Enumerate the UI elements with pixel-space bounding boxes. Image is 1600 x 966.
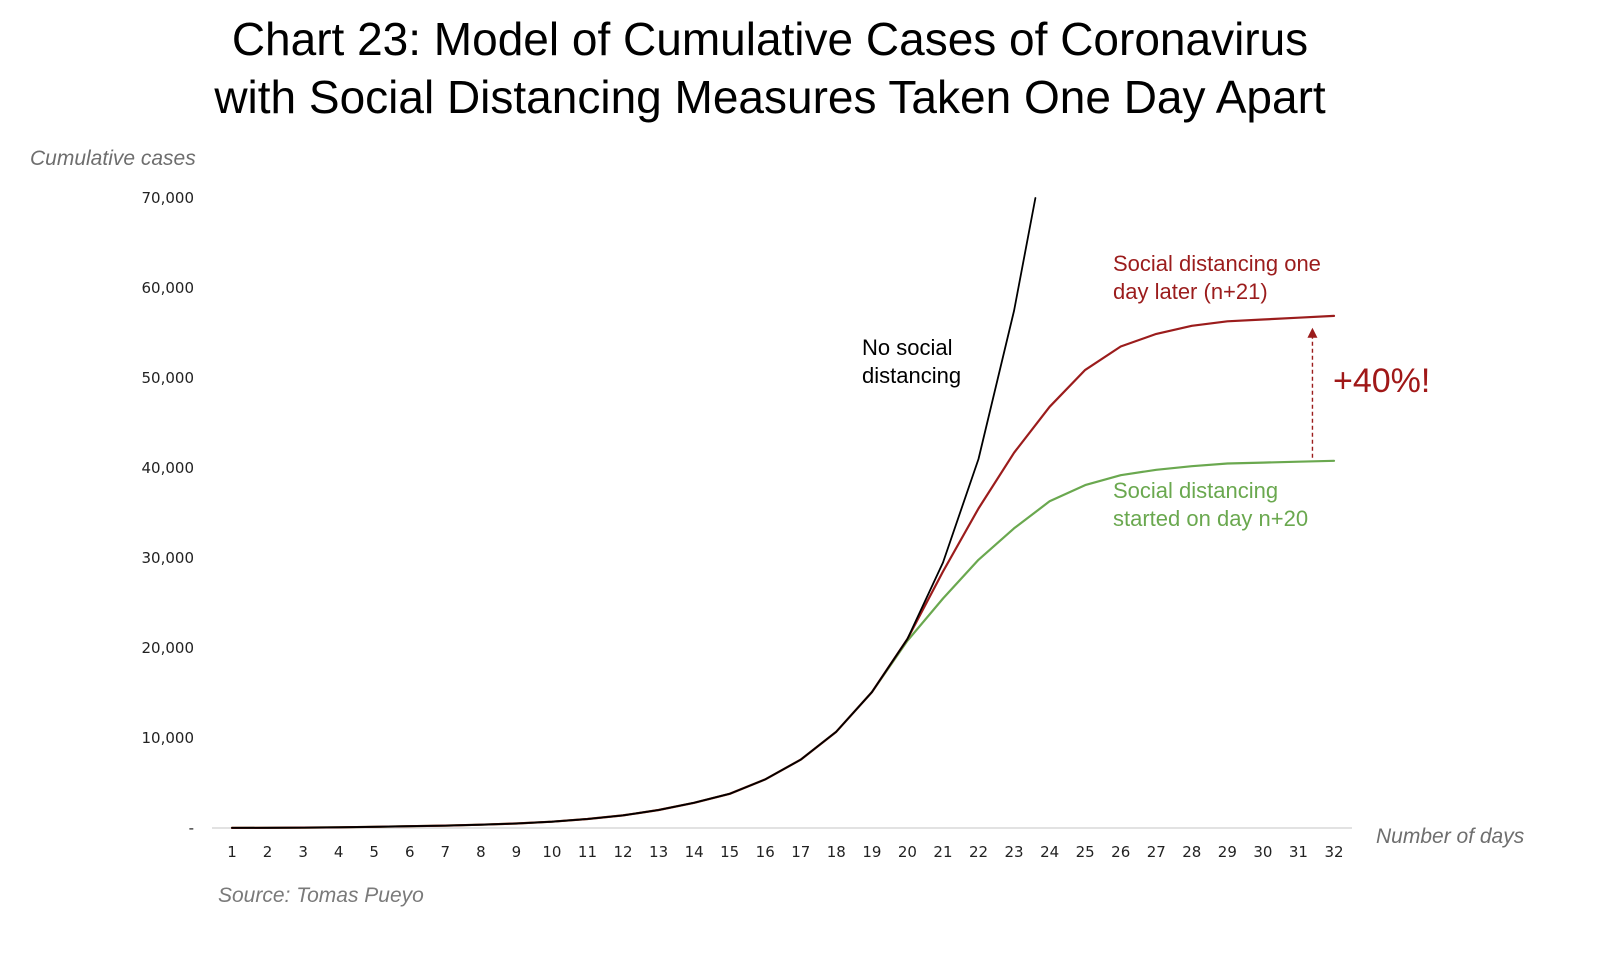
chart-title-line-1: Chart 23: Model of Cumulative Cases of C… [231, 13, 1309, 65]
series-lines [230, 197, 1336, 829]
series-line-one-day-later [230, 314, 1336, 829]
annotation-no-social-distancing-line-2: distancing [862, 363, 962, 388]
annotation-no-social-distancing: No social distancing [862, 334, 961, 390]
annotation-started-day-20-line-1: Social distancing [1113, 478, 1279, 503]
series-line-no-social-distancing [231, 197, 1037, 829]
x-axis-label: Number of days [1376, 825, 1525, 848]
x-tick-label: 1 [227, 843, 237, 861]
chart-title: Chart 23: Model of Cumulative Cases of C… [0, 10, 1540, 126]
y-tick-label: 10,000 [142, 729, 195, 747]
x-tick-label: 12 [613, 843, 632, 861]
x-tick-label: 19 [862, 843, 881, 861]
x-tick-label: 17 [791, 843, 810, 861]
x-tick-label: 22 [969, 843, 988, 861]
x-tick-label: 13 [649, 843, 668, 861]
x-tick-label: 4 [334, 843, 344, 861]
x-tick-label: 14 [685, 843, 704, 861]
x-tick-label: 23 [1005, 843, 1024, 861]
annotation-one-day-later-line-2: day later (n+21) [1113, 279, 1268, 304]
annotation-started-day-20: Social distancing started on day n+20 [1113, 477, 1308, 533]
x-tick-label: 7 [441, 843, 451, 861]
annotation-started-day-20-line-2: started on day n+20 [1113, 506, 1309, 531]
source-note: Source: Tomas Pueyo [218, 884, 424, 907]
y-tick-label: 30,000 [142, 549, 195, 567]
x-tick-label: 31 [1289, 843, 1308, 861]
annotation-one-day-later-line-1: Social distancing one [1113, 251, 1321, 276]
x-tick-label: 28 [1182, 843, 1201, 861]
y-tick-label: 20,000 [142, 639, 195, 657]
x-tick-label: 20 [898, 843, 917, 861]
y-axis-label: Cumulative cases [30, 147, 196, 170]
x-tick-label: 3 [298, 843, 308, 861]
y-tick-label: 60,000 [142, 279, 195, 297]
y-tick-label: 50,000 [142, 369, 195, 387]
x-tick-label: 5 [369, 843, 379, 861]
x-tick-label: 26 [1111, 843, 1130, 861]
x-tick-label: 32 [1324, 843, 1343, 861]
chart-title-line-2: with Social Distancing Measures Taken On… [214, 71, 1326, 123]
y-tick-label: 70,000 [142, 189, 195, 207]
x-tick-label: 18 [827, 843, 846, 861]
x-tick-label: 10 [542, 843, 561, 861]
x-tick-label: 16 [756, 843, 775, 861]
axes: - 10,000 20,000 30,000 40,000 50,000 60,000 70,… [142, 189, 1352, 861]
annotation-increase-percent: +40%! [1333, 362, 1431, 400]
increase-arrow [1307, 327, 1318, 458]
x-tick-label: 15 [720, 843, 739, 861]
y-tick-label: 40,000 [142, 459, 195, 477]
annotation-one-day-later: Social distancing one day later (n+21) [1113, 250, 1321, 306]
y-tick-label: - [189, 819, 194, 837]
x-tick-label: 6 [405, 843, 415, 861]
x-tick-label: 30 [1253, 843, 1272, 861]
annotation-no-social-distancing-line-1: No social [862, 335, 953, 360]
x-tick-label: 29 [1218, 843, 1237, 861]
increase-arrow-head [1307, 327, 1318, 338]
x-tick-label: 27 [1147, 843, 1166, 861]
x-tick-label: 11 [578, 843, 597, 861]
x-tick-label: 2 [263, 843, 273, 861]
x-tick-label: 9 [512, 843, 522, 861]
x-tick-label: 8 [476, 843, 486, 861]
x-tick-label: 24 [1040, 843, 1059, 861]
x-tick-label: 21 [933, 843, 952, 861]
x-tick-label: 25 [1076, 843, 1095, 861]
